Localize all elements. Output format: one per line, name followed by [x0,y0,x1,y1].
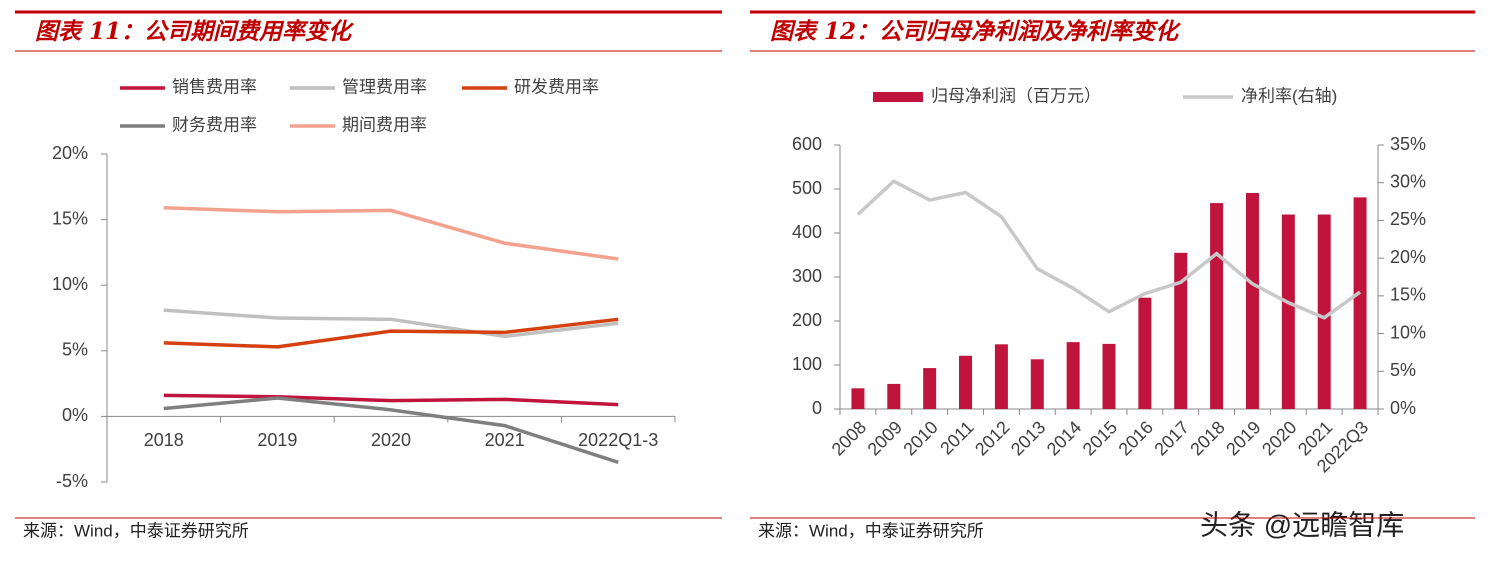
legend-label: 研发费用率 [514,77,599,96]
x-tick-label: 2011 [936,417,978,459]
x-tick-label: 2012 [971,417,1013,459]
x-tick-label: 2014 [1043,417,1085,459]
bar [1174,252,1188,409]
y-tick-label: 300 [792,266,822,286]
source: 来源：Wind，中泰证券研究所 [23,521,249,540]
y-tick-label: 200 [792,310,822,330]
bar [1281,214,1295,409]
x-tick-label: 2019 [257,430,297,450]
legend-label: 归母净利润（百万元） [931,86,1101,105]
bar [1317,214,1331,409]
y-tick-label: 400 [792,222,822,242]
legend-label: 管理费用率 [342,77,427,96]
y2-tick-label: 5% [1390,360,1416,380]
x-tick-label: 2017 [1150,417,1192,459]
bar [887,383,901,409]
legend-swatch [873,92,923,102]
y2-tick-label: 20% [1390,247,1426,267]
line [856,179,1362,320]
bar [1353,197,1367,409]
x-tick-label: 2020 [371,430,411,450]
bar [1138,297,1152,409]
x-tick-label: 2021 [485,430,525,450]
bar [1030,359,1044,409]
y-tick-label: 0% [62,405,88,425]
x-tick-label: 2022Q1-3 [578,430,658,450]
x-tick-label: 2010 [899,417,941,459]
y-tick-label: 600 [792,134,822,154]
watermark: 头条 @远瞻智库 [1200,509,1404,540]
bar [994,344,1008,409]
x-tick-label: 2016 [1115,417,1157,459]
x-tick-label: 2018 [144,430,184,450]
y2-tick-label: 0% [1390,398,1416,418]
bar [1210,203,1224,409]
legend-label: 净利率(右轴) [1241,86,1337,105]
line [163,393,619,407]
line [163,308,619,339]
y2-tick-label: 15% [1390,285,1426,305]
x-tick-label: 2020 [1258,417,1300,459]
x-tick-label: 2008 [828,417,870,459]
x-tick-label: 2019 [1222,417,1264,459]
y-tick-label: 100 [792,354,822,374]
y-tick-label: -5% [56,471,88,491]
x-tick-label: 2018 [1186,417,1228,459]
y-tick-label: 0 [812,398,822,418]
y-tick-label: 5% [62,340,88,360]
y-tick-label: 10% [52,274,88,294]
line [163,396,619,464]
y2-tick-label: 25% [1390,209,1426,229]
y2-tick-label: 35% [1390,134,1426,154]
legend-label: 期间费用率 [342,115,427,134]
legend-label: 销售费用率 [172,77,257,96]
y-tick-label: 500 [792,178,822,198]
y-tick-label: 20% [52,143,88,163]
bar [851,388,865,409]
legend-label: 财务费用率 [172,115,257,134]
x-tick-label: 2009 [864,417,906,459]
x-tick-label: 2013 [1007,417,1049,459]
y2-tick-label: 10% [1390,322,1426,342]
source: 来源：Wind，中泰证券研究所 [758,521,984,540]
bar [1102,343,1116,409]
y-tick-label: 15% [52,208,88,228]
bar [1245,192,1259,409]
x-tick-label: 2015 [1079,417,1121,459]
bar [923,368,937,409]
line [163,317,619,349]
chart-title: 图表 12：公司归母净利润及净利率变化 [770,18,1181,45]
chart-title: 图表 11：公司期间费用率变化 [35,18,354,45]
line [163,206,619,261]
bar [1066,342,1080,409]
y2-tick-label: 30% [1390,171,1426,191]
bar [959,355,973,409]
